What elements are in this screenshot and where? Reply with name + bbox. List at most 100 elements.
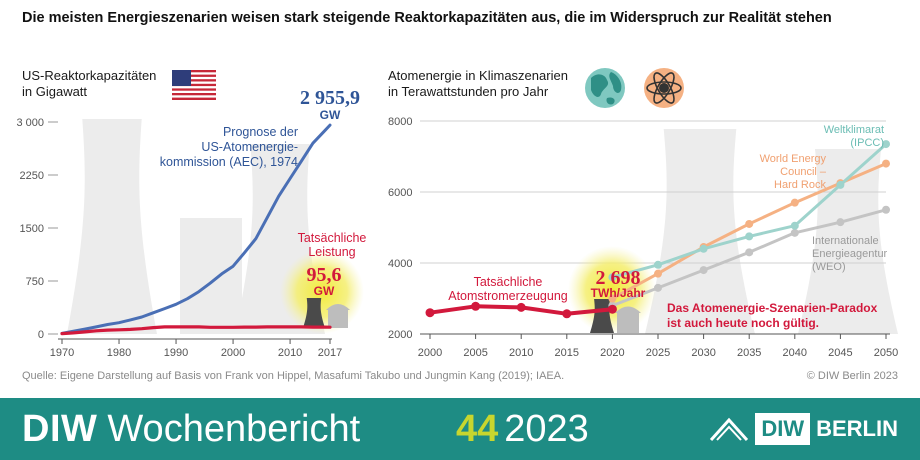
scenario-point [608,273,617,282]
y-tick-label: 0 [38,329,44,341]
x-tick-label: 2015 [555,347,579,359]
reactor-dome [326,304,350,310]
left-chart: 0 750 1500 2250 3 000 1970 1980 1990 2000 2010 201… [16,87,366,359]
scenario-point [836,218,845,227]
ipcc-label-line2: (IPCC) [850,137,884,149]
y-tick-label: 2250 [20,170,44,182]
charts-canvas: 0 750 1500 2250 3 000 1970 1980 1990 2000 2010 201… [16,68,898,359]
x-tick-label: 1970 [50,347,74,359]
weo-label-line1: Internationale [812,235,879,247]
bg-tower-right-2 [798,149,898,334]
y-tick-label: 3 000 [16,117,44,129]
scenario-point [608,294,617,303]
bg-building-left [180,218,242,334]
source-note: Quelle: Eigene Darstellung auf Basis von… [22,370,565,382]
x-tick-label: 2040 [783,347,807,359]
paradox-line2: ist auch heute noch gültig. [667,316,819,330]
x-tick-label: 2000 [418,347,442,359]
globe-icon [585,68,625,108]
wec-label-line3: Hard Rock [774,179,826,191]
forecast-value: 2 955,9 [300,87,360,109]
logo-berlin-text: BERLIN [816,416,898,441]
bg-tower-left-1 [67,119,157,334]
y-tick-label: 750 [26,276,44,288]
headline: Die meisten Energieszenarien weisen star… [22,10,832,26]
x-tick-label: 2020 [600,347,624,359]
actual-point [425,308,435,318]
weo-label-line3: (WEO) [812,261,846,273]
actual-label-line1: Tatsächliche [298,231,367,245]
cooling-tower-icon [303,298,350,328]
scenario-point [699,244,708,253]
actual-point [607,304,617,314]
scenario-point [745,248,754,257]
x-tick-label: 2030 [691,347,715,359]
paradox-line1: Das Atomenergie-Szenarien-Paradox [667,301,878,315]
x-tick-label: 2035 [737,347,761,359]
actual-point [516,302,526,312]
forecast-label-line2: US-Atomenergie- [201,140,298,154]
logo-diw-text: DIW [755,413,811,445]
weo-label-line2: Energieagentur [812,248,888,260]
right-chart-title-text: Atomenergie in Klimaszenarien [388,68,568,83]
x-tick-label: 1980 [107,347,131,359]
actual-label-line1: Tatsächliche [474,275,543,289]
series-line-actual [60,325,332,336]
scenario-point [654,269,662,278]
x-tick-label: 2025 [646,347,670,359]
scenario-point [790,228,799,237]
reactor-tower [590,299,614,333]
left-chart-title-text: US-Reaktorkapazitäten [22,68,157,83]
series-line-forecast [60,123,332,335]
wec-label-line2: Council – [780,166,827,178]
x-tick-label: 2050 [874,347,898,359]
reactor-building [328,310,348,328]
wec-label-line1: World Energy [760,153,827,165]
x-tick-label: 2010 [278,347,302,359]
y-tick-label: 1500 [20,223,44,235]
footer-issue-year: 2023 [504,408,589,450]
actual-point [562,309,572,319]
footer-brand-title: Wochenbericht [107,408,361,450]
x-tick-label: 1990 [164,347,188,359]
actual-value: 95,6 [307,264,342,286]
scenario-point [790,221,799,230]
y-tick-label: 2000 [388,329,412,341]
forecast-label-line3: kommission (AEC), 1974 [160,155,298,169]
y-tick-label: 6000 [388,187,412,199]
footer-bar: DIW Wochenbericht 44 2023 DIW BERLIN [0,398,920,460]
scenario-point [882,205,890,214]
scenario-point [654,283,662,292]
x-tick-label: 2000 [221,347,245,359]
copyright-note: © DIW Berlin 2023 [806,370,898,382]
reactor-tower [303,298,325,328]
actual-value: 2 698 [596,267,641,289]
actual-label-line2: Leistung [308,245,355,259]
atom-icon [644,68,684,108]
y-tick-label: 4000 [388,258,412,270]
scenario-point [836,180,845,189]
x-tick-label: 2045 [828,347,852,359]
right-chart-subtitle: in Terawattstunden pro Jahr [388,84,549,99]
scenario-point [882,159,890,168]
y-tick-label: 8000 [388,116,412,128]
actual-unit: GW [314,284,335,298]
x-tick-label: 2010 [509,347,533,359]
footer-brand-diw: DIW [22,408,98,450]
forecast-unit: GW [320,108,341,122]
footer-issue: 44 2023 [456,406,589,452]
scenario-point [699,266,708,275]
diw-logo-mark-icon [710,417,749,442]
right-chart-title: Atomenergie in Klimaszenarien in Terawat… [388,68,568,100]
us-flag-icon [172,70,216,100]
x-tick-label: 2017 [318,347,342,359]
scenario-point [790,198,799,207]
scenario-point [654,260,662,269]
actual-label-line2: Atomstromerzeugung [448,289,568,303]
left-chart-title: US-Reaktorkapazitäten in Gigawatt [22,68,156,100]
cooling-tower-icon [590,299,641,333]
forecast-label-line1: Prognose der [223,125,298,139]
scenario-point [745,232,754,241]
scenario-point [745,219,754,228]
left-chart-subtitle: in Gigawatt [22,84,88,99]
